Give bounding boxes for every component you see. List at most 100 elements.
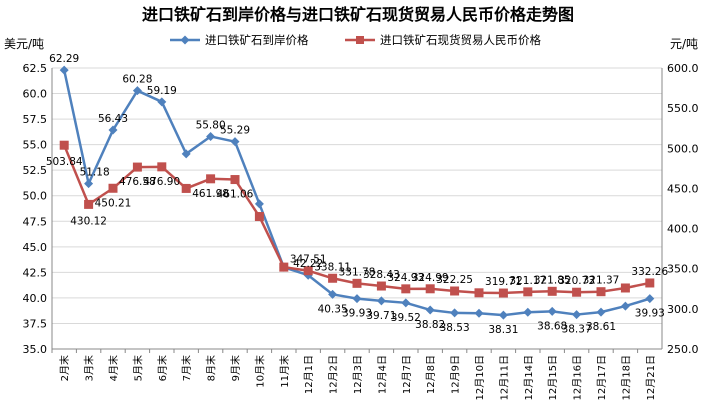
data-label-series-1: 55.29 [220, 125, 250, 137]
x-tick-label: 5月末 [131, 355, 144, 381]
left-y-tick-label: 60.0 [23, 88, 48, 101]
x-tick-label: 4月末 [107, 355, 120, 381]
data-label-series-2: 321.37 [583, 275, 620, 287]
series-2-point [108, 183, 118, 193]
legend-diamond-icon [180, 35, 190, 45]
left-axis-unit: 美元/吨 [4, 37, 44, 51]
left-y-tick-label: 37.5 [23, 317, 48, 330]
x-tick-label: 2月末 [58, 355, 71, 381]
x-tick-label: 12月18日 [620, 355, 632, 400]
x-tick-label: 12月7日 [401, 355, 413, 394]
data-label-series-1: 39.93 [342, 308, 372, 320]
x-tick-label: 12月4日 [376, 355, 388, 394]
x-tick-label: 12月21日 [645, 355, 657, 400]
series-2-point [596, 287, 606, 297]
data-label-series-2: 324.93 [387, 272, 424, 284]
data-label-series-1: 62.29 [49, 53, 79, 65]
series-2-point [157, 162, 167, 172]
x-tick-label: 6月末 [156, 355, 169, 381]
x-tick-label: 12月3日 [352, 355, 364, 394]
series-2-point [572, 287, 582, 297]
right-y-tick-label: 550.0 [667, 102, 699, 115]
right-axis-unit: 元/吨 [670, 37, 698, 51]
series-1-point [596, 307, 606, 317]
series-1-point [352, 294, 362, 304]
series-1-point [645, 294, 655, 304]
series-2-point [523, 287, 533, 297]
series-2-point [59, 140, 69, 150]
x-tick-label: 7月末 [180, 355, 193, 381]
data-label-series-1: 39.71 [366, 310, 396, 322]
series-1-point [425, 305, 435, 315]
series-1-point [157, 97, 167, 107]
x-tick-label: 12月11日 [498, 355, 510, 400]
x-tick-label: 12月8日 [425, 355, 437, 394]
series-1-point [498, 310, 508, 320]
x-tick-label: 12月15日 [547, 355, 559, 400]
series-2-point [352, 278, 362, 288]
left-y-tick-label: 45.0 [23, 241, 48, 254]
data-label-series-2: 321.17 [509, 275, 546, 287]
x-tick-label: 12月2日 [328, 355, 340, 394]
series-1-point [547, 306, 557, 316]
data-label-series-2: 321.85 [534, 274, 571, 286]
series-2-point [254, 212, 264, 222]
data-label-series-2: 476.90 [143, 176, 180, 188]
left-y-tick-label: 40.0 [23, 292, 48, 305]
legend-label-series-2: 进口铁矿石现货贸易人民币价格 [380, 33, 541, 47]
series-2-point [547, 286, 557, 296]
data-label-series-1: 51.18 [80, 167, 110, 179]
data-label-series-2: 461.06 [217, 189, 254, 201]
x-tick-label: 12月10日 [474, 355, 486, 400]
data-label-series-2: 332.26 [631, 266, 668, 278]
x-tick-label: 12月9日 [450, 355, 462, 394]
data-label-series-2: 319.71 [485, 276, 522, 288]
series-1-point [328, 289, 338, 299]
left-y-tick-label: 52.5 [23, 164, 48, 177]
data-label-series-2: 347.51 [290, 254, 327, 266]
series-2-point [279, 262, 289, 272]
x-tick-labels: 2月末 3月末 4月末 5月末 6月末 7月末 8月末 9月末 10月末 11月末 12月1日 12月… [58, 355, 657, 400]
series-2-point [498, 288, 508, 298]
series-1-point [620, 301, 630, 311]
data-label-series-1: 56.43 [98, 113, 128, 125]
series-2-point [303, 266, 313, 276]
data-label-series-2: 328.43 [363, 269, 400, 281]
data-label-series-1: 38.37 [562, 324, 592, 336]
series-1-point [254, 199, 264, 209]
data-label-series-2: 324.99 [412, 272, 449, 284]
series-2-point [230, 175, 240, 185]
right-y-tick-label: 500.0 [667, 142, 699, 155]
data-label-series-2: 338.11 [314, 261, 351, 273]
series-1-point [206, 131, 216, 141]
series-1-point [401, 298, 411, 308]
x-tick-label: 3月末 [83, 355, 96, 381]
axes [51, 68, 663, 353]
x-tick-label: 8月末 [205, 355, 218, 381]
right-y-tick-label: 400.0 [667, 223, 699, 236]
data-label-series-1: 39.93 [635, 308, 665, 320]
data-label-series-2: 503.84 [46, 156, 83, 168]
series-2-point [645, 278, 655, 288]
series-2-point [206, 174, 216, 184]
right-y-tick-labels: 250.0 300.0 350.0 400.0 450.0 500.0 550.0 600.0 [667, 62, 699, 356]
left-y-tick-labels: 35.0 37.5 40.0 42.5 45.0 47.5 50.0 52.5 55.0 57.5… [23, 62, 48, 356]
right-y-tick-label: 250.0 [667, 343, 699, 356]
series-2-point [132, 162, 142, 172]
left-y-tick-label: 35.0 [23, 343, 48, 356]
data-label-series-1: 42.22 [293, 258, 323, 270]
series-2-point [620, 283, 630, 293]
data-label-series-2: 450.21 [95, 197, 132, 209]
legend-label-series-1: 进口铁矿石到岸价格 [205, 33, 309, 47]
left-y-tick-label: 62.5 [23, 62, 48, 75]
left-y-tick-label: 55.0 [23, 139, 48, 152]
data-label-series-2: 320.73 [558, 275, 595, 287]
series-1-point [108, 125, 118, 135]
x-tick-label: 9月末 [229, 355, 242, 381]
legend: 进口铁矿石到岸价格 进口铁矿石现货贸易人民币价格 [170, 33, 541, 47]
series-1-point [230, 137, 240, 147]
legend-square-icon [356, 36, 364, 44]
